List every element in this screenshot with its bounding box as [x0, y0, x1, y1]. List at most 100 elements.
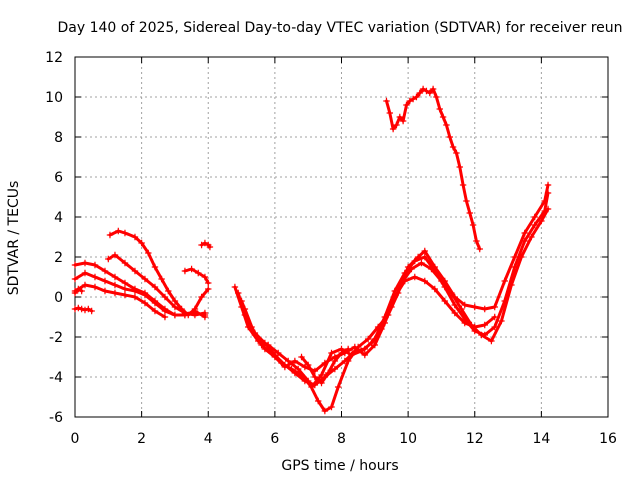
- data-point: [161, 307, 169, 315]
- data-point: [393, 121, 400, 129]
- data-point: [401, 277, 408, 285]
- data-point: [151, 263, 159, 271]
- data-point: [191, 311, 199, 319]
- data-point: [85, 305, 92, 313]
- data-point: [328, 349, 335, 357]
- data-point: [406, 97, 413, 105]
- data-point: [456, 163, 463, 171]
- data-point: [403, 101, 410, 109]
- series-s6: [105, 251, 209, 319]
- data-point: [438, 277, 445, 285]
- data-point: [101, 287, 109, 295]
- data-point: [288, 365, 295, 373]
- data-point: [171, 297, 179, 305]
- y-tick-label: 12: [45, 50, 63, 66]
- data-point: [501, 277, 508, 285]
- y-axis-label: SDTVAR / TECUs: [6, 181, 22, 296]
- data-point: [471, 323, 478, 331]
- data-point: [301, 363, 309, 371]
- data-point: [298, 353, 305, 361]
- data-point: [531, 221, 538, 229]
- data-point: [446, 133, 453, 141]
- data-point: [544, 189, 552, 197]
- data-point: [71, 275, 79, 283]
- data-point: [294, 365, 302, 373]
- data-point: [331, 365, 339, 373]
- data-point: [271, 353, 279, 361]
- data-point: [171, 303, 179, 311]
- data-point: [461, 301, 468, 309]
- data-point: [261, 345, 269, 353]
- data-point: [191, 305, 199, 313]
- series-s9: [198, 239, 214, 251]
- data-point: [368, 339, 375, 347]
- data-point: [141, 291, 149, 299]
- data-point: [431, 285, 438, 293]
- data-point: [91, 261, 99, 269]
- data-point: [78, 305, 85, 313]
- x-tick-label: 14: [532, 431, 550, 447]
- series-line: [108, 229, 210, 317]
- data-point: [81, 259, 89, 267]
- data-point: [235, 289, 242, 297]
- x-tick-label: 8: [337, 431, 346, 447]
- series-line: [385, 87, 482, 251]
- data-point: [511, 253, 518, 261]
- data-point: [341, 357, 349, 365]
- data-point: [178, 305, 185, 313]
- x-tick-label: 0: [71, 431, 80, 447]
- data-point: [311, 373, 319, 381]
- data-point: [458, 305, 465, 313]
- y-tick-label: -6: [49, 410, 63, 426]
- data-point: [421, 253, 428, 261]
- data-point: [466, 209, 473, 217]
- data-point: [371, 341, 379, 349]
- series-s7: [106, 227, 212, 319]
- data-point: [478, 331, 485, 339]
- data-point: [141, 275, 149, 283]
- data-point: [151, 299, 159, 307]
- data-point: [145, 249, 152, 257]
- data-point: [111, 251, 119, 259]
- data-point: [131, 233, 139, 241]
- data-point: [451, 309, 458, 317]
- x-tick-label: 4: [204, 431, 213, 447]
- data-point: [463, 197, 470, 205]
- data-point: [291, 357, 299, 365]
- data-point: [324, 369, 332, 377]
- data-point: [441, 297, 448, 305]
- data-point: [416, 89, 423, 97]
- data-point: [304, 361, 312, 369]
- data-point: [151, 307, 159, 315]
- series-s15: [383, 85, 483, 253]
- data-point: [198, 241, 205, 249]
- data-point: [344, 345, 352, 353]
- data-point: [419, 85, 427, 93]
- data-point: [469, 221, 477, 229]
- data-point: [411, 273, 418, 281]
- data-series: [71, 85, 552, 415]
- data-point: [481, 305, 488, 313]
- y-tick-label: 0: [54, 290, 63, 306]
- data-point: [409, 95, 417, 103]
- y-tick-label: 4: [54, 210, 63, 226]
- data-point: [121, 291, 129, 299]
- chart-title: Day 140 of 2025, Sidereal Day-to-day VTE…: [57, 20, 622, 36]
- series-line: [243, 275, 497, 373]
- data-point: [115, 227, 122, 235]
- data-point: [426, 89, 433, 97]
- data-point: [308, 383, 315, 391]
- data-point: [71, 287, 79, 295]
- data-point: [78, 287, 85, 295]
- plot-frame: [74, 56, 609, 418]
- data-point: [453, 149, 460, 157]
- data-point: [461, 319, 468, 327]
- data-point: [314, 397, 322, 405]
- y-tick-label: 10: [45, 90, 63, 106]
- data-point: [491, 303, 498, 311]
- x-tick-label: 12: [466, 431, 484, 447]
- data-point: [161, 293, 169, 301]
- x-tick-label: 16: [599, 431, 617, 447]
- data-point: [81, 281, 89, 289]
- data-point: [473, 237, 480, 245]
